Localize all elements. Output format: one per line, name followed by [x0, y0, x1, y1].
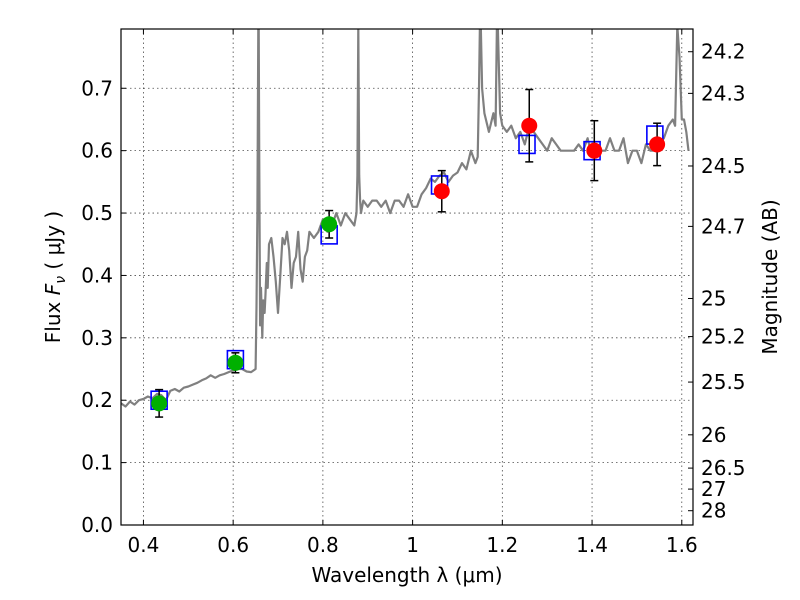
x-tick-label: 1.2: [486, 533, 518, 557]
y2-tick-label: 28: [701, 499, 726, 523]
y-tick-label: 0.4: [81, 263, 113, 287]
plot-area: [121, 29, 690, 418]
y-tick-label: 0.5: [81, 201, 113, 225]
x-tick-label: 0.8: [307, 533, 339, 557]
y2-tick-label: 24.5: [701, 154, 746, 178]
x-tick-label: 0.6: [217, 533, 249, 557]
observed-red-point: [521, 117, 538, 134]
y2-tick-label: 26.5: [701, 456, 746, 480]
x-tick-label: 1.6: [666, 533, 698, 557]
observed-red-point: [649, 136, 666, 153]
y-tick-label: 0.7: [81, 76, 113, 100]
observed-red-point: [586, 142, 603, 159]
y-tick-label: 0.1: [81, 451, 113, 475]
x-tick-label: 0.4: [128, 533, 160, 557]
y2-tick-label: 24.3: [701, 81, 746, 105]
y-axis-title-symbol: F: [41, 283, 65, 295]
y2-tick-label: 25.5: [701, 370, 746, 394]
axis-ticks: 0.4 0.6 0.8 1 1.2 1.4 1.6 0.0 0.1 0.2 0.3 0.4 0.5 0.6…: [81, 29, 746, 557]
y-tick-label: 0.0: [81, 513, 113, 537]
y-axis-title-prefix: Flux: [41, 295, 65, 343]
model-photometry-square: [518, 134, 536, 155]
y-axis-title-subscript: ν: [53, 276, 69, 284]
y2-tick-label: 24.7: [701, 214, 746, 238]
y2-tick-label: 26: [701, 423, 726, 447]
y2-tick-label: 24.2: [701, 40, 746, 64]
x-tick-label: 1: [406, 533, 419, 557]
x-axis-title: Wavelength λ (μm): [311, 563, 502, 587]
y2-axis-title: Magnitude (AB): [758, 199, 782, 354]
plot-frame: [120, 28, 694, 526]
y-tick-label: 0.2: [81, 388, 113, 412]
y-tick-label: 0.6: [81, 139, 113, 163]
observed-red-point: [433, 183, 450, 200]
x-tick-label: 1.4: [576, 533, 608, 557]
y2-tick-label: 27: [701, 477, 726, 501]
y-axis-title-suffix: ( μJy ): [41, 211, 65, 276]
observed-green-point: [321, 216, 338, 233]
observed-green-point: [151, 395, 168, 412]
grid: [121, 29, 693, 526]
y-axis-title: Flux Fν ( μJy ): [41, 211, 69, 343]
y-tick-label: 0.3: [81, 326, 113, 350]
y2-tick-label: 25: [701, 286, 726, 310]
observed-green-point: [227, 354, 244, 371]
y2-tick-label: 25.2: [701, 325, 746, 349]
template-spectrum-line: [121, 29, 690, 408]
